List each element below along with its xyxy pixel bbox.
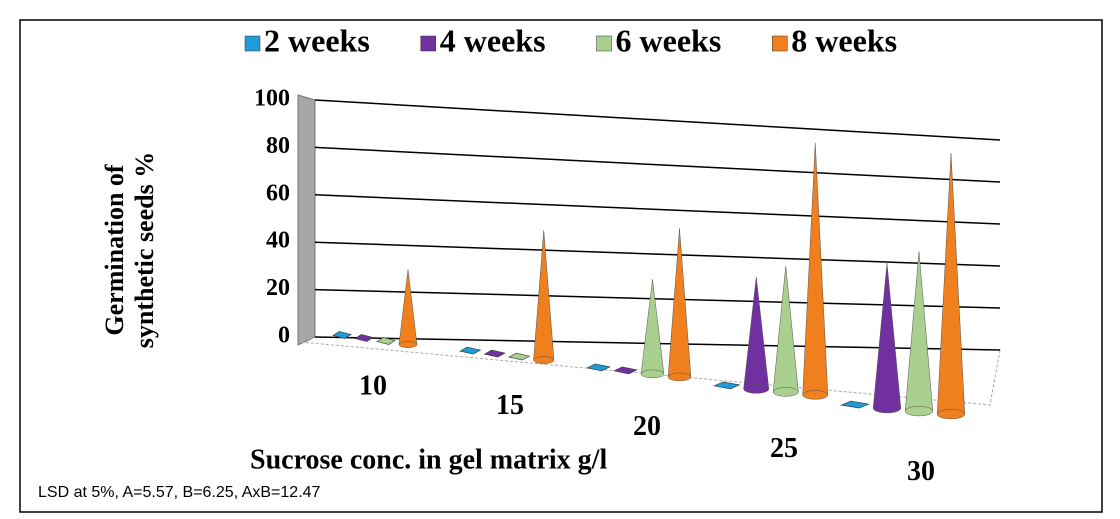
grid-line [314,194,1001,225]
y-tick-label: 40 [266,228,290,254]
cone [459,346,482,355]
cone-base [533,356,555,364]
x-tick-label: 20 [633,411,661,442]
cone [872,263,902,409]
legend-label: 8 weeks [791,22,897,58]
cone-base [743,384,770,394]
cone [743,276,770,390]
cone [667,228,692,378]
legend-label: 6 weeks [616,22,722,58]
cone [772,265,799,393]
cone [398,269,418,345]
cone-base [872,403,902,414]
cone [840,400,870,409]
cone-base [936,409,966,420]
y-tick-label: 20 [266,275,290,301]
legend-swatch [244,35,261,52]
legend-swatch [596,35,612,52]
x-tick-label: 30 [907,456,935,487]
cone-base [398,341,418,348]
grid-line [314,146,1001,183]
cone [354,334,374,342]
cone-base [772,387,799,397]
note: LSD at 5%, A=5.57, B=6.25, AxB=12.47 [38,484,321,501]
cone [802,142,829,396]
y-tick-label: 60 [266,180,290,206]
cone [483,349,506,358]
grid-line [314,288,1001,309]
cone-base [802,390,829,400]
cone [332,331,352,339]
side-wall [297,94,316,346]
cone [508,352,531,361]
y-tick-label: 80 [266,133,290,159]
grid-line [314,241,1001,267]
legend-swatch [420,35,437,52]
cone-base [667,372,692,382]
y-tick-label: 0 [278,323,290,349]
cone [613,366,638,375]
cone [586,363,611,372]
cone [376,337,396,345]
y-axis-title: Germination of synthetic seeds % [100,151,159,349]
grid-line [314,99,1001,141]
cone [640,279,665,375]
frame [19,19,1103,513]
y-tick-label: 100 [254,86,290,112]
cone [936,153,966,415]
x-tick-label: 25 [770,433,798,464]
cone-base [640,369,665,379]
legend-label: 4 weeks [440,22,546,58]
x-tick-label: 15 [496,390,524,421]
legend-label: 2 weeks [264,22,370,58]
x-tick-label: 10 [359,370,387,401]
cone-base [904,406,934,417]
x-axis-title: Sucrose conc. in gel matrix g/l [250,444,607,475]
cone [904,251,934,412]
cone [713,381,741,390]
legend-swatch [772,35,788,52]
